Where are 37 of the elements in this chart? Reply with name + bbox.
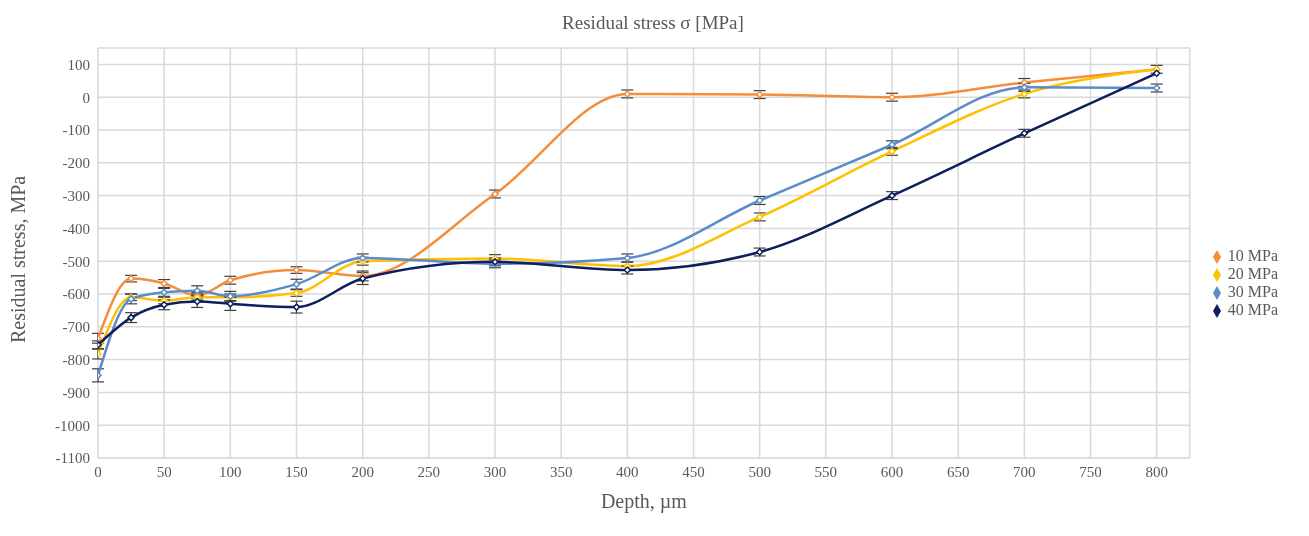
x-tick-label: 500 <box>748 463 771 480</box>
legend-label: 10 MPa <box>1227 247 1278 264</box>
x-tick-label: 400 <box>616 463 639 480</box>
legend-label: 40 MPa <box>1227 301 1278 318</box>
x-tick-label: 700 <box>1013 463 1036 480</box>
x-tick-label: 650 <box>946 463 970 480</box>
x-tick-label: 450 <box>682 463 705 480</box>
y-tick-label: -700 <box>62 319 90 336</box>
x-tick-label: 100 <box>219 463 242 480</box>
x-tick-label: 150 <box>285 463 308 480</box>
x-tick-label: 550 <box>814 463 838 480</box>
y-tick-label: -800 <box>62 351 90 368</box>
y-tick-label: -1100 <box>55 450 90 467</box>
y-tick-label: 100 <box>67 56 90 73</box>
y-tick-label: -600 <box>62 286 90 303</box>
y-tick-label: -400 <box>62 220 90 237</box>
x-tick-label: 350 <box>549 463 573 480</box>
legend-label: 20 MPa <box>1227 265 1278 282</box>
y-tick-label: -300 <box>62 187 90 204</box>
y-axis-title: Residual stress, MPa <box>7 175 30 343</box>
y-tick-label: -200 <box>62 155 90 172</box>
chart-title: Residual stress σ [MPa] <box>561 11 745 35</box>
x-axis-title: Depth, µm <box>600 490 688 513</box>
y-tick-label: -900 <box>62 384 90 401</box>
x-tick-label: 600 <box>880 463 904 480</box>
y-tick-label: -1000 <box>55 417 90 434</box>
x-tick-label: 800 <box>1145 463 1168 480</box>
x-tick-label: 0 <box>94 463 102 480</box>
x-tick-label: 50 <box>156 463 172 480</box>
x-tick-label: 200 <box>351 463 374 480</box>
legend-label: 30 MPa <box>1227 283 1278 300</box>
y-tick-label: -100 <box>62 122 90 139</box>
y-tick-label: 0 <box>82 89 90 106</box>
x-tick-label: 300 <box>483 463 507 480</box>
x-tick-label: 750 <box>1079 463 1102 480</box>
x-tick-label: 250 <box>417 463 441 480</box>
y-tick-label: -500 <box>62 253 90 270</box>
